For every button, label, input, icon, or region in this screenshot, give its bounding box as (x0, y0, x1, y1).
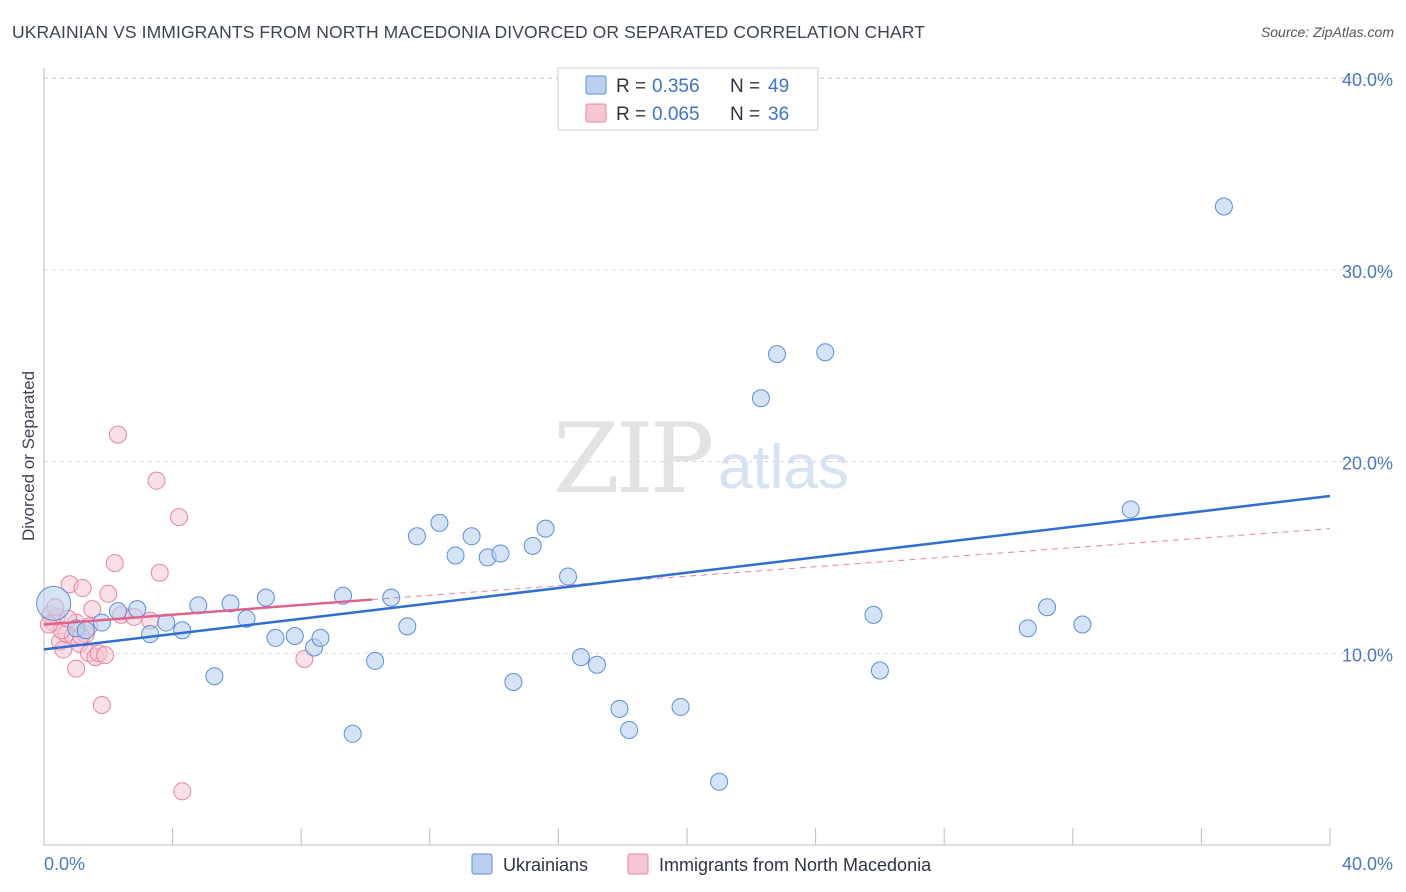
north-macedonia-point (83, 600, 102, 619)
legend-swatch-ukrainians (585, 75, 607, 95)
ukrainians-point (536, 519, 555, 538)
north-macedonia-point (99, 584, 118, 603)
north-macedonia-point (105, 554, 124, 573)
ukrainians-point (559, 567, 578, 586)
ukrainians-point (266, 628, 285, 647)
ukrainians-point (221, 594, 240, 613)
y-tick-label: 40.0% (1342, 70, 1393, 90)
north-macedonia-point (295, 650, 314, 669)
north-macedonia-point (170, 508, 189, 527)
ukrainians-point (36, 585, 72, 621)
north-macedonia-point (67, 659, 86, 678)
series-ukrainians-points (36, 197, 1233, 791)
ukrainians-point (407, 527, 426, 546)
trend-lines (43, 494, 1331, 651)
ukrainians-point (366, 651, 385, 670)
watermark-zip: ZIP (553, 403, 712, 515)
north-macedonia-point (96, 646, 115, 665)
legend-n-label-1: N = (730, 76, 760, 97)
bottom-legend-label-ukrainians: Ukrainians (503, 855, 588, 875)
north-macedonia-point (108, 425, 127, 444)
legend-r-value-2: 0.065 (652, 104, 700, 125)
legend-r-label-2: R = (616, 104, 646, 125)
series-north-macedonia-points (39, 425, 314, 801)
ukrainians-point (864, 605, 883, 624)
legend-swatch-north-macedonia (585, 103, 607, 123)
ukrainians-point (768, 345, 787, 364)
ukrainians-point (870, 661, 889, 680)
ukrainians-point (343, 724, 362, 743)
ukrainians-point (710, 772, 729, 791)
ukrainians-point (108, 602, 127, 621)
ukrainians-point (504, 673, 523, 692)
legend-n-value-1: 49 (768, 76, 789, 97)
north-macedonia-trend-line (43, 598, 373, 626)
ukrainians-point (92, 613, 111, 632)
ukrainians-point (587, 655, 606, 674)
ukrainians-point (76, 621, 95, 640)
x-tick-label-min: 0.0% (44, 854, 85, 874)
ukrainians-point (333, 586, 352, 605)
gridlines (44, 77, 1393, 654)
legend-r-label-1: R = (616, 76, 646, 97)
y-tick-label: 10.0% (1342, 645, 1393, 665)
north-macedonia-point (147, 471, 166, 490)
ukrainians-point (173, 621, 192, 640)
bottom-legend: Ukrainians Immigrants from North Macedon… (471, 853, 932, 875)
ukrainians-point (571, 648, 590, 667)
ukrainians-point (751, 389, 770, 408)
ukrainians-trend-line (43, 494, 1331, 651)
bottom-legend-swatch-north-macedonia (627, 853, 649, 875)
ukrainians-point (205, 667, 224, 686)
ukrainians-point (141, 625, 160, 644)
ukrainians-point (430, 513, 449, 532)
y-tick-labels: 10.0% 20.0% 30.0% 40.0% (1342, 70, 1393, 665)
ukrainians-point (285, 626, 304, 645)
y-tick-label: 20.0% (1342, 454, 1393, 474)
ukrainians-point (1214, 197, 1233, 216)
ukrainians-point (462, 527, 481, 546)
north-macedonia-trend-extension (371, 528, 1331, 601)
x-axis-ticks (43, 828, 1331, 845)
ukrainians-point (816, 343, 835, 362)
ukrainians-point (610, 699, 629, 718)
ukrainians-point (128, 600, 147, 619)
legend: R = 0.356 N = 49 R = 0.065 N = 36 (557, 67, 819, 131)
ukrainians-point (1038, 598, 1057, 617)
legend-n-value-2: 36 (768, 104, 789, 125)
north-macedonia-point (73, 579, 92, 598)
bottom-legend-swatch-ukrainians (471, 853, 493, 875)
ukrainians-point (1121, 500, 1140, 519)
y-tick-label: 30.0% (1342, 262, 1393, 282)
ukrainians-point (446, 546, 465, 565)
ukrainians-point (1018, 619, 1037, 638)
ukrainians-point (311, 628, 330, 647)
source-label: Source: ZipAtlas.com (1260, 24, 1394, 40)
ukrainians-point (398, 617, 417, 636)
legend-r-value-1: 0.356 (652, 76, 700, 97)
ukrainians-point (620, 720, 639, 739)
north-macedonia-point (150, 563, 169, 582)
ukrainians-point (1073, 615, 1092, 634)
chart-title: UKRAINIAN VS IMMIGRANTS FROM NORTH MACED… (12, 22, 925, 42)
ukrainians-point (671, 697, 690, 716)
ukrainians-point (523, 536, 542, 555)
ukrainians-point (256, 588, 275, 607)
ukrainians-point (491, 544, 510, 563)
legend-n-label-2: N = (730, 104, 760, 125)
north-macedonia-point (173, 782, 192, 801)
x-tick-label-max: 40.0% (1342, 854, 1393, 874)
y-axis-label: Divorced or Separated (19, 371, 38, 541)
watermark-atlas: atlas (718, 433, 849, 502)
north-macedonia-point (92, 696, 111, 715)
bottom-legend-label-north-macedonia: Immigrants from North Macedonia (659, 855, 932, 875)
